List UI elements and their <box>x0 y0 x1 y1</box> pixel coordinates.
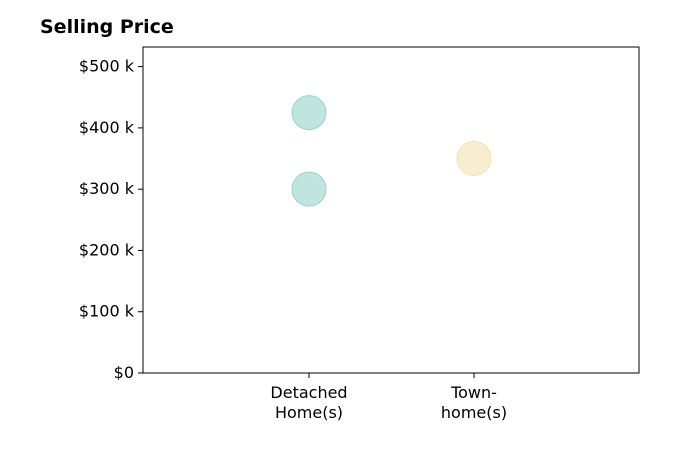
y-tick-label: $300 k <box>79 179 135 198</box>
x-tick-label: home(s) <box>441 403 507 422</box>
data-point <box>456 141 492 177</box>
plot-area-frame <box>142 46 640 374</box>
y-tick-label: $100 k <box>79 302 135 321</box>
data-point <box>291 95 327 131</box>
y-tick-label: $500 k <box>79 57 135 76</box>
data-point <box>291 171 327 207</box>
x-tick-label: Home(s) <box>275 403 343 422</box>
x-tick-label: Detached <box>270 383 347 402</box>
chart-title: Selling Price <box>40 16 174 38</box>
y-tick-label: $0 <box>114 363 134 382</box>
y-axis: $0 $100 k $200 k $300 k $400 k $500 k <box>79 57 143 382</box>
y-tick-label: $200 k <box>79 240 135 259</box>
data-points <box>291 95 492 207</box>
y-tick-label: $400 k <box>79 118 135 137</box>
x-tick-label: Town- <box>450 383 497 402</box>
